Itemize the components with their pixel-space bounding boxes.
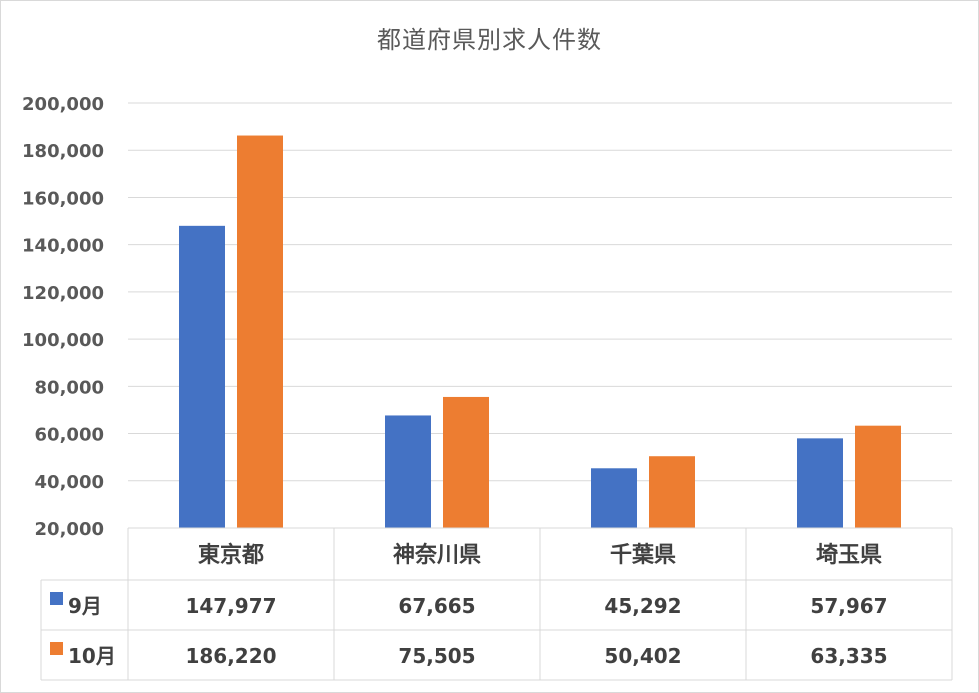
data-table-value: 63,335 [810,644,887,668]
y-tick-label: 200,000 [22,94,104,115]
bar [649,456,695,528]
data-table-value: 45,292 [604,594,681,618]
legend-key [50,592,63,605]
data-table-value: 75,505 [398,644,475,668]
data-table-value: 67,665 [398,594,475,618]
bar [237,135,283,528]
y-tick-label: 120,000 [22,283,104,304]
data-table-value: 147,977 [185,594,276,618]
legend-label: 9月 [68,594,102,618]
x-category-label: 東京都 [198,542,264,568]
bar [797,438,843,528]
y-tick-label: 40,000 [35,472,104,493]
legend-label: 10月 [68,644,116,668]
bar [385,415,431,528]
legend-key [50,642,63,655]
y-tick-label: 60,000 [35,425,104,446]
x-category-label: 千葉県 [610,543,676,568]
x-category-label: 埼玉県 [816,543,882,568]
data-table-value: 50,402 [604,644,681,668]
data-table-value: 186,220 [185,644,276,668]
y-tick-label: 100,000 [22,330,104,351]
bar [443,396,489,528]
y-tick-label: 160,000 [22,188,104,209]
bar [179,225,225,528]
x-category-label: 神奈川県 [393,542,481,568]
y-tick-label: 80,000 [35,377,104,398]
data-table-value: 57,967 [810,594,887,618]
y-tick-label: 20,000 [35,519,104,540]
bar [855,425,901,528]
chart-title: 都道府県別求人件数 [377,26,602,54]
y-tick-label: 140,000 [22,236,104,257]
y-tick-label: 180,000 [22,141,104,162]
bar [591,468,637,528]
